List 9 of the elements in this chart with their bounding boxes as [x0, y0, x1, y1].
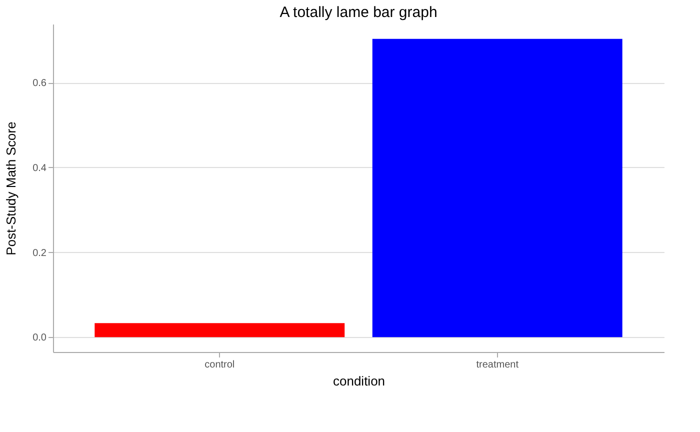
y-tick-label: 0.0 [32, 332, 47, 344]
x-tick-label: control [204, 360, 235, 370]
y-tick-label: 0.2 [32, 248, 47, 259]
y-tick-label: 0.6 [32, 78, 47, 90]
x-axis-title: condition [332, 374, 386, 388]
y-tick-label: 0.4 [32, 162, 47, 174]
chart-title: A totally lame bar graph [280, 4, 438, 21]
y-axis-title: Post-Study Math Score [4, 122, 19, 256]
x-tick-label: treatment [476, 360, 519, 370]
